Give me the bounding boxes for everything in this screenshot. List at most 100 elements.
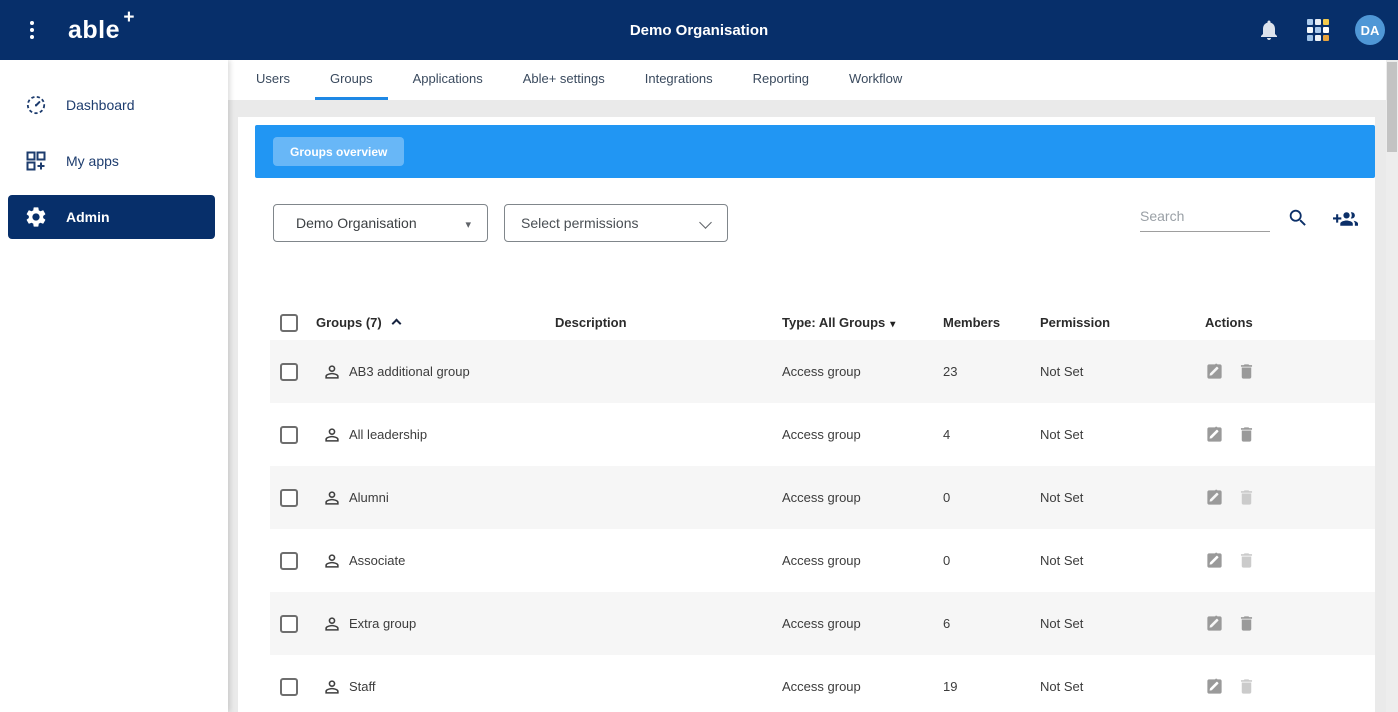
group-permission: Not Set [1040, 679, 1084, 694]
person-icon [322, 425, 342, 445]
my-apps-icon [24, 149, 48, 173]
group-name: Associate [349, 553, 406, 568]
table-row: Associate Access group 0 Not Set [270, 529, 1375, 592]
app-logo: able + [68, 7, 135, 45]
group-permission: Not Set [1040, 490, 1084, 505]
table-row: Staff Access group 19 Not Set [270, 655, 1375, 712]
caret-down-icon: ▾ [465, 219, 471, 231]
bell-icon[interactable] [1257, 18, 1281, 42]
navbar-actions: DA [1257, 15, 1385, 45]
group-members-count: 0 [943, 490, 951, 505]
permissions-dropdown-placeholder: Select permissions [521, 215, 639, 231]
header-members: Members [943, 315, 1001, 330]
tab-applications[interactable]: Applications [412, 71, 483, 86]
delete-group-icon[interactable] [1237, 362, 1256, 381]
group-type: Access group [782, 616, 861, 631]
row-checkbox[interactable] [280, 362, 298, 381]
row-checkbox[interactable] [280, 488, 298, 507]
select-all-checkbox[interactable] [280, 313, 298, 332]
delete-group-icon[interactable] [1237, 425, 1256, 444]
groups-overview-button[interactable]: Groups overview [273, 137, 405, 166]
main-content: Users Groups Applications Able+ settings… [228, 60, 1386, 712]
group-name: AB3 additional group [349, 364, 470, 379]
sidebar-item-my-apps[interactable]: My apps [8, 139, 215, 183]
admin-tabs: Users Groups Applications Able+ settings… [228, 60, 1386, 100]
organisation-dropdown-value: Demo Organisation [296, 215, 417, 231]
search-icon[interactable] [1287, 207, 1309, 229]
tab-users[interactable]: Users [256, 71, 290, 86]
table-header-row: Groups (7) Description Type: All Groups ▾… [270, 305, 1375, 340]
edit-group-icon[interactable] [1205, 551, 1224, 570]
group-name: Extra group [349, 616, 417, 631]
row-checkbox[interactable] [280, 425, 298, 444]
edit-group-icon[interactable] [1205, 677, 1224, 696]
logo-text: able [68, 15, 121, 44]
gear-icon [24, 205, 48, 229]
row-checkbox[interactable] [280, 551, 298, 570]
person-icon [322, 488, 342, 508]
group-permission: Not Set [1040, 364, 1084, 379]
group-name: Staff [349, 679, 376, 694]
sidebar-item-label: My apps [66, 153, 119, 169]
table-row: Alumni Access group 0 Not Set [270, 466, 1375, 529]
group-name: Alumni [349, 490, 389, 505]
person-icon [322, 677, 342, 697]
kebab-menu-icon[interactable] [22, 21, 42, 39]
edit-group-icon[interactable] [1205, 362, 1224, 381]
caret-down-icon: ▾ [890, 319, 896, 330]
tab-able-settings[interactable]: Able+ settings [522, 71, 605, 86]
group-type: Access group [782, 490, 861, 505]
person-icon [322, 551, 342, 571]
scrollbar-thumb[interactable] [1387, 62, 1397, 152]
group-members-count: 4 [943, 427, 951, 442]
organisation-dropdown[interactable]: Demo Organisation ▾ [273, 204, 488, 242]
chevron-down-icon [699, 216, 712, 229]
groups-table: Groups (7) Description Type: All Groups ▾… [270, 305, 1375, 712]
group-members-count: 23 [943, 364, 958, 379]
row-checkbox[interactable] [280, 614, 298, 633]
app-launcher-icon[interactable] [1307, 19, 1329, 41]
person-icon [322, 614, 342, 634]
group-members-count: 6 [943, 616, 951, 631]
table-row: Extra group Access group 6 Not Set [270, 592, 1375, 655]
row-checkbox[interactable] [280, 677, 298, 696]
top-navbar: able + Demo Organisation DA [0, 0, 1398, 60]
vertical-scrollbar[interactable] [1386, 60, 1398, 712]
delete-group-icon[interactable] [1237, 614, 1256, 633]
search-input[interactable] [1140, 205, 1270, 232]
sidebar-item-admin[interactable]: Admin [8, 195, 215, 239]
dashboard-gauge-icon [24, 93, 48, 117]
table-row: AB3 additional group Access group 23 Not Se… [270, 340, 1375, 403]
tab-groups[interactable]: Groups [314, 60, 388, 100]
tab-workflow[interactable]: Workflow [849, 71, 903, 86]
avatar[interactable]: DA [1355, 15, 1385, 45]
sort-asc-icon [391, 318, 402, 329]
edit-group-icon[interactable] [1205, 614, 1224, 633]
header-type-filter[interactable]: Type: All Groups ▾ [782, 315, 896, 330]
header-groups[interactable]: Groups (7) [316, 315, 552, 330]
header-description: Description [555, 315, 627, 330]
group-type: Access group [782, 679, 861, 694]
blue-banner: Groups overview [255, 125, 1375, 178]
tab-integrations[interactable]: Integrations [644, 71, 713, 86]
group-name: All leadership [349, 427, 428, 442]
delete-group-icon [1237, 551, 1256, 570]
search-field-wrap [1140, 205, 1270, 232]
table-body: AB3 additional group Access group 23 Not Se… [270, 340, 1375, 712]
organisation-title: Demo Organisation [629, 21, 769, 39]
header-actions: Actions [1205, 315, 1253, 330]
sidebar-item-dashboard[interactable]: Dashboard [8, 83, 215, 127]
edit-group-icon[interactable] [1205, 425, 1224, 444]
sidebar-item-label: Admin [66, 209, 110, 225]
add-group-icon[interactable] [1333, 207, 1358, 232]
permissions-dropdown[interactable]: Select permissions [504, 204, 728, 242]
edit-group-icon[interactable] [1205, 488, 1224, 507]
group-members-count: 0 [943, 553, 951, 568]
group-type: Access group [782, 553, 861, 568]
group-members-count: 19 [943, 679, 958, 694]
tab-reporting[interactable]: Reporting [752, 71, 810, 86]
logo-plus-icon: + [123, 6, 136, 28]
person-icon [322, 362, 342, 382]
group-type: Access group [782, 364, 861, 379]
